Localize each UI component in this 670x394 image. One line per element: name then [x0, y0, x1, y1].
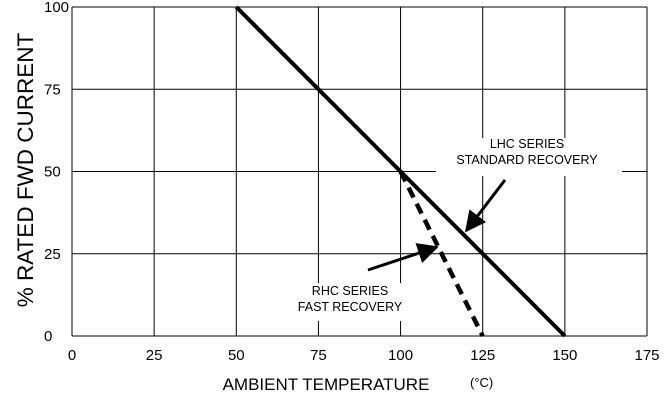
annotation-bg-rhc [272, 283, 422, 321]
y-axis-label: % RATED FWD CURRENT [13, 32, 38, 307]
y-tick-label: 50 [44, 164, 61, 181]
annotation-bg-lhc [436, 138, 622, 176]
x-tick-label: 125 [470, 347, 495, 364]
y-tick-label: 25 [44, 246, 61, 263]
x-tick-label: 150 [552, 347, 577, 364]
x-axis-label: AMBIENT TEMPERATURE [223, 375, 430, 394]
x-tick-label: 50 [228, 347, 245, 364]
annotations: LHC SERIES STANDARD RECOVERY RHC SERIES FAS… [272, 137, 622, 321]
x-tick-label: 25 [146, 347, 163, 364]
y-tick-label: 0 [44, 328, 52, 345]
x-tick-label: 175 [634, 347, 659, 364]
x-tick-labels: 0 25 50 75 100 125 150 175 [68, 347, 660, 364]
x-tick-label: 100 [388, 347, 413, 364]
y-tick-labels: 0 25 50 75 100 [44, 0, 69, 345]
x-axis-unit: (°C) [470, 375, 493, 390]
series-group [234, 5, 567, 338]
x-tick-label: 75 [310, 347, 327, 364]
y-tick-label: 75 [44, 81, 61, 98]
annotation-text-rhc: FAST RECOVERY [298, 300, 403, 314]
annotation-text-rhc: RHC SERIES [312, 284, 388, 298]
y-tick-label: 100 [44, 0, 69, 16]
series-line-rhc [398, 170, 485, 338]
annotation-arrow-lhc [465, 179, 507, 233]
annotation-arrow-rhc [367, 243, 439, 272]
series-line-lhc [234, 5, 567, 338]
annotation-text-lhc: LHC SERIES [490, 137, 564, 151]
annotation-text-lhc: STANDARD RECOVERY [456, 153, 598, 167]
x-tick-label: 0 [68, 347, 76, 364]
